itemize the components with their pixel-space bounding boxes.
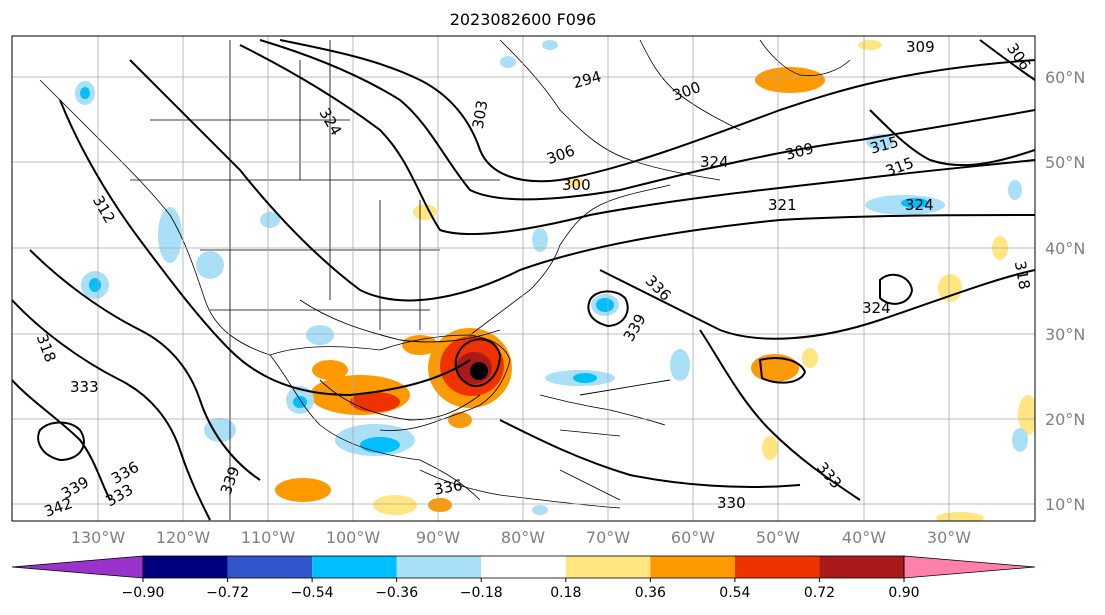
contour-label: 324	[905, 196, 934, 214]
lat-tick-label: 40°N	[1045, 239, 1085, 258]
contour-label: 318	[1011, 260, 1034, 291]
lat-tick-label: 10°N	[1045, 495, 1085, 514]
lon-tick-label: 40°W	[842, 528, 886, 547]
lon-tick-label: 50°W	[756, 528, 800, 547]
colorbar-segment	[143, 556, 228, 578]
colorbar-tick-label: 0.54	[719, 585, 750, 601]
colorbar-tick-label: −0.72	[206, 585, 249, 601]
graticule	[12, 36, 1035, 521]
contour-label: 300	[562, 176, 591, 194]
lon-tick-label: 120°W	[156, 528, 211, 547]
longitude-axis: 130°W 120°W 110°W 100°W 90°W 80°W 70°W 6…	[71, 528, 971, 547]
contour-label: 321	[768, 196, 797, 214]
colorbar-tick-label: 0.36	[635, 585, 666, 601]
lat-tick-label: 30°N	[1045, 325, 1085, 344]
lon-tick-label: 60°W	[671, 528, 715, 547]
colorbar-outline	[142, 555, 905, 579]
map-title: 2023082600 F096	[449, 10, 597, 29]
lat-tick-label: 20°N	[1045, 410, 1085, 429]
contour-label: 336	[433, 476, 464, 499]
colorbar-tick-label: 0.72	[804, 585, 835, 601]
colorbar-segment	[312, 556, 397, 578]
lat-tick-label: 50°N	[1045, 153, 1085, 172]
lon-tick-label: 70°W	[586, 528, 630, 547]
lon-tick-label: 100°W	[326, 528, 381, 547]
colorbar-segment	[650, 556, 735, 578]
colorbar-tick-label: −0.18	[460, 585, 503, 601]
colorbar-segment	[734, 556, 820, 578]
contour-label: 333	[70, 378, 99, 396]
map-frame	[11, 35, 1036, 522]
colorbar-segment	[396, 556, 482, 578]
storm-center-marker	[470, 362, 488, 380]
coastlines	[39, 39, 851, 520]
colorbar-segment	[227, 556, 313, 578]
colorbar-segment	[819, 556, 904, 578]
contour-label: 330	[717, 494, 746, 512]
contour-label: 324	[862, 299, 891, 317]
colorbar: −0.90 −0.72 −0.54 −0.36 −0.18 0.18 0.36 0.54 0.7…	[11, 555, 1036, 601]
lon-tick-label: 130°W	[71, 528, 126, 547]
contour-label: 324	[700, 153, 729, 171]
colorbar-tick-label: −0.90	[122, 585, 165, 601]
lon-tick-label: 110°W	[241, 528, 296, 547]
colorbar-extend-high	[903, 555, 1036, 579]
contour-label: 303	[469, 99, 492, 130]
map-panel	[12, 36, 1035, 521]
lon-tick-label: 80°W	[501, 528, 545, 547]
colorbar-tick-label: −0.54	[291, 585, 334, 601]
colorbar-segment	[565, 556, 651, 578]
height-contours	[12, 39, 1035, 521]
colorbar-tick-label: −0.36	[375, 585, 418, 601]
thin-contours	[299, 299, 671, 501]
anomaly-shading	[75, 40, 1035, 521]
lat-tick-label: 60°N	[1045, 68, 1085, 87]
lon-tick-label: 30°W	[927, 528, 971, 547]
contour-label: 309	[906, 38, 935, 56]
colorbar-tick-label: 0.90	[888, 585, 919, 601]
colorbar-tick-label: 0.18	[550, 585, 581, 601]
lon-tick-label: 90°W	[416, 528, 460, 547]
latitude-axis: 60°N 50°N 40°N 30°N 20°N 10°N	[1045, 68, 1085, 514]
colorbar-segment	[481, 556, 566, 578]
colorbar-extend-low	[11, 555, 144, 579]
